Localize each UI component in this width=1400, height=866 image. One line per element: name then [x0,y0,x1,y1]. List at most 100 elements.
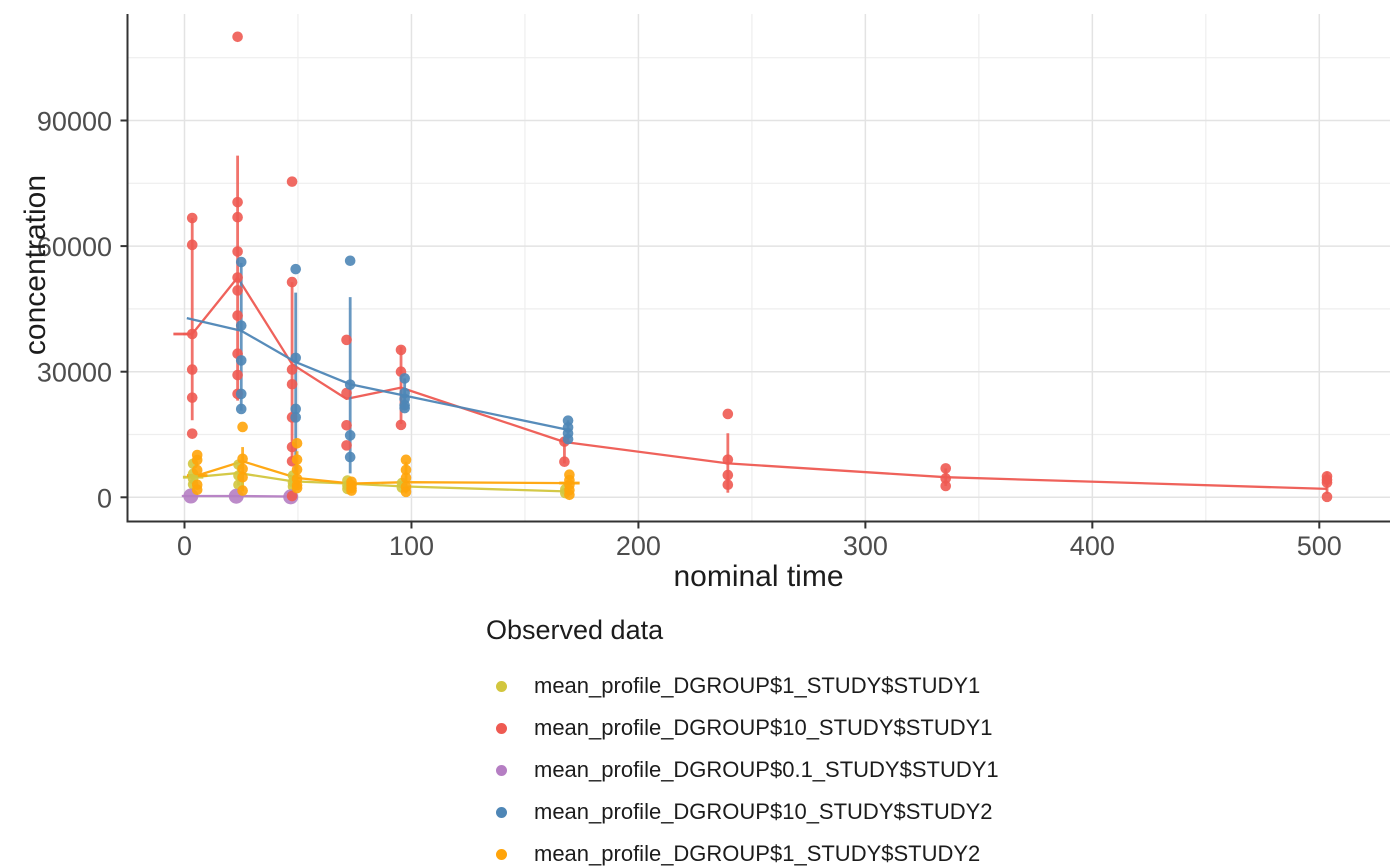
x-tick-label: 500 [1297,531,1342,561]
data-point-dgroup10-study1 [1321,491,1333,503]
legend-dot-icon [496,764,507,776]
data-point-dgroup1-study2 [400,472,412,484]
data-point-dgroup10-study2 [399,402,410,414]
data-point-dgroup10-study1 [186,392,198,403]
legend-item: mean_profile_DGROUP$1_STUDY$STUDY1 [486,665,999,707]
data-point-dgroup1-study2 [400,464,412,476]
legend-item: mean_profile_DGROUP$0.1_STUDY$STUDY1 [486,749,999,791]
data-point-dgroup10-study2 [344,255,356,267]
mean-line-dgroup10-study2 [186,316,569,432]
y-axis-title: concentration [19,174,52,356]
data-point-dgroup1-study2 [237,421,248,433]
data-point-dgroup1-study2 [291,482,303,494]
x-tick-label: 0 [177,531,192,561]
data-point-dgroup1-study2 [237,485,248,496]
data-point-dgroup1-study2 [237,453,248,465]
legend-item: mean_profile_DGROUP$1_STUDY$STUDY2 [486,833,999,866]
data-point-dgroup10-study2 [344,430,356,441]
data-point-dgroup1-study2 [191,484,203,496]
data-point-dgroup1-study2 [291,454,303,465]
data-point-dgroup10-study1 [186,239,198,251]
y-tick-label: 60000 [37,232,112,262]
x-tick-label: 400 [1070,531,1115,561]
data-point-dgroup1-study2 [191,454,203,466]
data-point-dgroup10-study1 [186,212,198,224]
points-dgroup10-study1 [186,31,1333,503]
data-point-dgroup10-study1 [341,419,352,431]
data-point-dgroup1-study2 [237,471,248,483]
data-point-dgroup10-study1 [186,364,198,375]
data-point-dgroup10-study2 [235,388,247,400]
y-tick-labels: 0 30000 60000 90000 [37,106,112,513]
legend: Observed data mean_profile_DGROUP$1_STUD… [486,615,999,866]
y-tick-label: 30000 [37,358,112,388]
data-point-dgroup1-study2 [191,464,203,476]
axes [126,14,1390,523]
legend-dot-icon [496,722,507,734]
data-point-dgroup10-study1 [286,378,298,390]
data-point-dgroup10-study2 [290,403,302,415]
data-point-dgroup10-study2 [290,412,302,423]
data-point-dgroup1-study2 [400,454,412,466]
data-point-dgroup10-study1 [1321,477,1333,488]
legend-label: mean_profile_DGROUP$10_STUDY$STUDY2 [534,799,993,824]
data-point-dgroup10-study1 [232,285,243,296]
data-point-dgroup10-study1 [286,490,298,502]
data-point-dgroup1-study2 [346,485,357,496]
data-point-dgroup10-study1 [232,31,243,43]
data-point-dgroup1-study2 [400,486,412,498]
y-tick-label: 0 [97,483,112,513]
x-tick-label: 300 [843,531,888,561]
data-point-dgroup10-study2 [235,256,247,268]
errorbars-dgroup10-study1 [190,155,1329,494]
mean-line-dgroup10-study1 [183,276,1328,491]
x-tick-label: 100 [389,531,434,561]
data-point-dgroup10-study1 [286,276,298,288]
data-point-dgroup10-study1 [722,469,734,481]
data-point-dgroup10-study2 [344,379,356,390]
data-point-dgroup10-study1 [232,272,243,283]
grid-minor [127,14,1390,522]
data-point-dgroup10-study1 [232,246,243,257]
legend-label: mean_profile_DGROUP$1_STUDY$STUDY1 [534,673,981,698]
y-tick-label: 90000 [37,106,112,136]
data-point-dgroup1-study2 [237,463,248,475]
data-point-dgroup10-study2 [290,352,302,364]
data-point-dgroup1-study2 [291,437,303,449]
points-dgroup10-study2 [235,255,574,463]
x-tick-labels: 0 100 200 300 400 500 [177,531,1342,561]
data-point-dgroup10-study1 [341,334,352,346]
axis-ticks [120,119,1321,529]
legend-dot-icon [496,680,507,692]
legend-label: mean_profile_DGROUP$10_STUDY$STUDY1 [534,715,993,740]
data-point-dgroup10-study1 [186,328,198,340]
data-point-dgroup10-study1 [341,387,352,399]
data-point-dgroup10-study1 [286,176,298,187]
data-point-dgroup10-study2 [235,403,247,415]
x-axis-title: nominal time [673,560,844,593]
data-point-dgroup10-study1 [232,211,243,223]
data-point-dgroup10-study1 [232,369,243,381]
legend-label: mean_profile_DGROUP$1_STUDY$STUDY2 [534,841,981,866]
data-point-dgroup10-study1 [940,480,952,492]
data-point-dgroup10-study2 [235,320,247,331]
data-point-dgroup10-study1 [186,428,198,439]
data-point-dgroup10-study2 [399,373,410,384]
points-dgroup1-study2 [191,421,575,501]
data-point-dgroup10-study2 [235,355,247,366]
data-point-dgroup10-study2 [290,263,302,275]
data-point-dgroup10-study1 [232,196,243,208]
data-point-dgroup10-study1 [722,479,734,491]
data-point-dgroup10-study1 [232,310,243,321]
data-point-dgroup10-study1 [395,419,407,431]
data-point-dgroup10-study2 [562,433,574,445]
data-point-dgroup1-study2 [291,464,303,475]
data-point-dgroup1-study2 [564,489,575,501]
concentration-time-plot: 0 100 200 300 400 500 0 30000 60000 90000 [37,14,1390,561]
data-point-dgroup10-study1 [395,344,407,356]
data-point-dgroup10-study1 [722,408,734,420]
legend-item: mean_profile_DGROUP$10_STUDY$STUDY2 [486,791,999,833]
legend-label: mean_profile_DGROUP$0.1_STUDY$STUDY1 [534,757,999,782]
data-point-dgroup10-study1 [341,440,352,451]
